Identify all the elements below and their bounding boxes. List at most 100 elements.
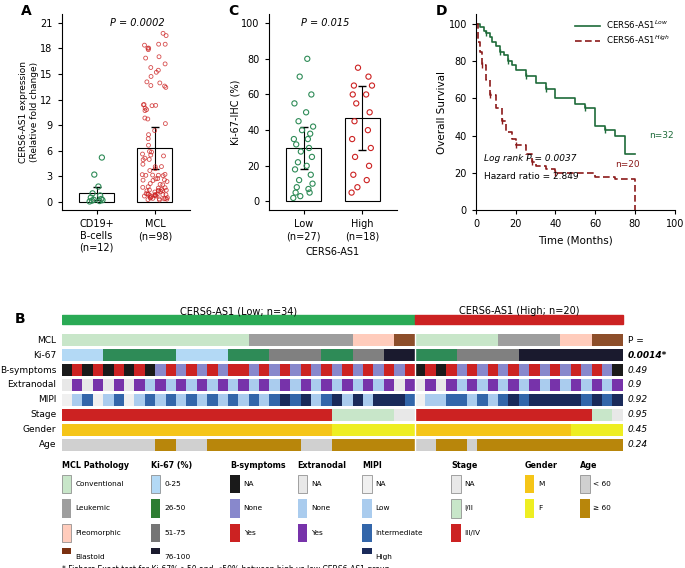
FancyBboxPatch shape: [298, 524, 308, 542]
Bar: [560, 424, 571, 436]
Bar: [436, 409, 446, 421]
Bar: [321, 409, 332, 421]
Text: Stage: Stage: [30, 410, 56, 419]
Point: [140, 53, 151, 62]
Bar: [394, 364, 405, 376]
Bar: [540, 364, 550, 376]
Bar: [571, 424, 581, 436]
Bar: [342, 409, 353, 421]
Point: [304, 188, 315, 197]
Bar: [93, 364, 103, 376]
Bar: [321, 364, 332, 376]
Point: [93, 182, 104, 191]
Bar: [280, 409, 290, 421]
Bar: [498, 439, 508, 450]
Bar: [436, 335, 446, 346]
Bar: [373, 439, 384, 450]
Point: [150, 174, 161, 183]
Bar: [228, 364, 238, 376]
Point: [142, 44, 153, 53]
Point: [160, 40, 171, 49]
Bar: [488, 394, 498, 406]
Bar: [550, 349, 560, 361]
Bar: [332, 379, 342, 391]
Bar: [446, 349, 456, 361]
Point: [150, 164, 161, 173]
Bar: [186, 364, 197, 376]
Bar: [446, 409, 456, 421]
Bar: [581, 379, 592, 391]
Bar: [602, 439, 612, 450]
Bar: [405, 364, 415, 376]
Text: 0.9: 0.9: [628, 381, 643, 390]
Point: [145, 63, 156, 72]
Text: MCL Pathology: MCL Pathology: [62, 461, 129, 470]
Point: [142, 190, 153, 199]
Bar: [519, 364, 530, 376]
Bar: [72, 379, 82, 391]
Bar: [301, 439, 311, 450]
Bar: [62, 364, 72, 376]
Point: [89, 170, 100, 179]
Bar: [342, 424, 353, 436]
Y-axis label: Ki-67-IHC (%): Ki-67-IHC (%): [230, 80, 240, 145]
Bar: [103, 364, 114, 376]
Bar: [477, 364, 488, 376]
Point: [153, 183, 164, 193]
Bar: [114, 364, 124, 376]
Bar: [602, 409, 612, 421]
Bar: [612, 424, 623, 436]
Bar: [176, 349, 186, 361]
Point: [306, 90, 317, 99]
Bar: [550, 379, 560, 391]
Point: [307, 179, 318, 188]
FancyBboxPatch shape: [451, 475, 461, 493]
Bar: [425, 394, 436, 406]
FancyBboxPatch shape: [230, 524, 240, 542]
Bar: [238, 439, 249, 450]
Bar: [415, 424, 425, 436]
Bar: [186, 335, 197, 346]
Bar: [415, 439, 425, 450]
Bar: [425, 349, 436, 361]
FancyBboxPatch shape: [151, 548, 160, 566]
Bar: [114, 394, 124, 406]
Point: [138, 160, 149, 169]
Bar: [394, 349, 405, 361]
Bar: [373, 364, 384, 376]
Bar: [176, 394, 186, 406]
Bar: [488, 335, 498, 346]
Point: [140, 106, 151, 115]
Point: [145, 151, 156, 160]
Bar: [228, 335, 238, 346]
Bar: [540, 335, 550, 346]
Bar: [62, 315, 415, 324]
Bar: [363, 409, 373, 421]
Y-axis label: CERS6-AS1 expression
(Relative fold change): CERS6-AS1 expression (Relative fold chan…: [19, 61, 39, 164]
Point: [160, 83, 171, 92]
Bar: [477, 394, 488, 406]
Point: [143, 44, 154, 53]
FancyBboxPatch shape: [230, 499, 240, 517]
Bar: [280, 439, 290, 450]
Point: [294, 176, 305, 185]
Bar: [508, 394, 519, 406]
Bar: [353, 335, 363, 346]
Bar: [155, 364, 166, 376]
Bar: [425, 409, 436, 421]
Bar: [581, 424, 592, 436]
Point: [158, 29, 169, 38]
Bar: [415, 379, 425, 391]
Bar: [415, 349, 425, 361]
Bar: [363, 349, 373, 361]
Bar: [498, 394, 508, 406]
Bar: [560, 379, 571, 391]
Point: [150, 190, 161, 199]
Bar: [488, 409, 498, 421]
Point: [145, 179, 155, 188]
Bar: [103, 349, 114, 361]
Text: Log rank P = 0.0037: Log rank P = 0.0037: [484, 154, 576, 164]
Bar: [488, 349, 498, 361]
Point: [155, 187, 166, 196]
Bar: [197, 349, 207, 361]
